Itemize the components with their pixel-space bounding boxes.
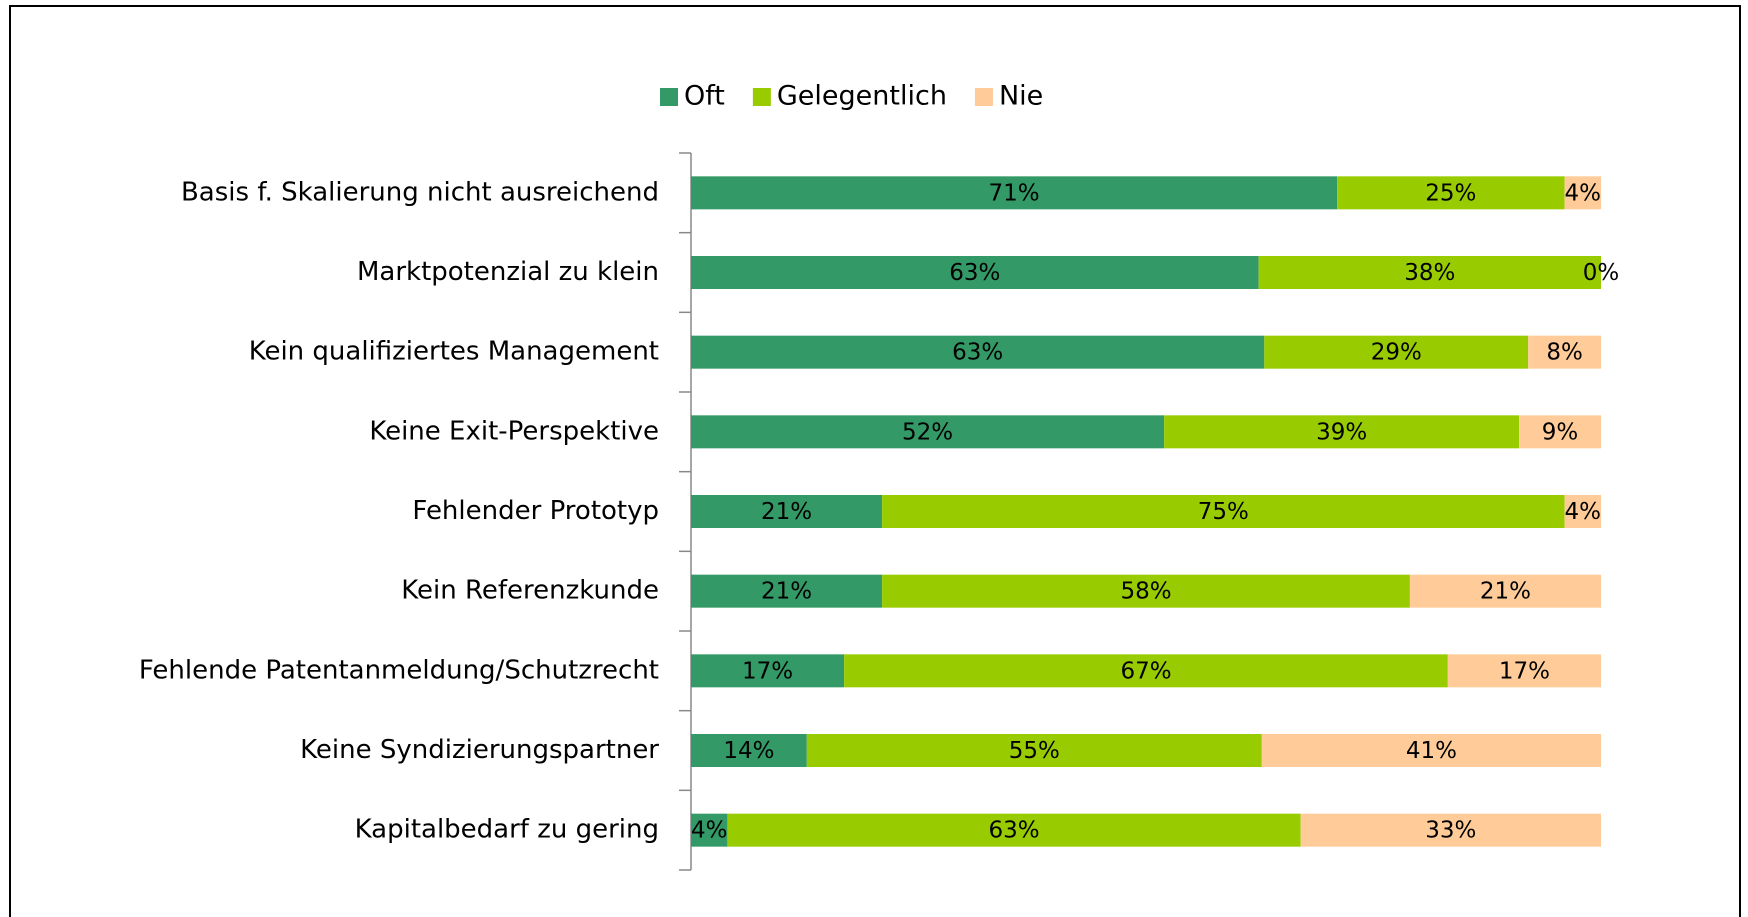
bar-segment <box>1447 654 1601 688</box>
legend-label: Oft <box>684 81 725 112</box>
value-label: 25% <box>1425 180 1476 206</box>
bar-segment <box>691 335 1265 369</box>
bar-segment <box>1337 176 1565 210</box>
bar-segment <box>691 734 807 767</box>
value-label: 9% <box>1542 419 1579 445</box>
bar-segment <box>844 654 1448 688</box>
bar-segment <box>1519 415 1601 449</box>
value-label: 58% <box>1120 579 1171 605</box>
frame <box>9 5 1741 917</box>
bar-segment <box>1564 176 1601 210</box>
legend-swatch <box>660 88 678 106</box>
value-label: 63% <box>952 340 1003 366</box>
bar-segment <box>691 256 1259 289</box>
value-label: 29% <box>1371 340 1422 366</box>
bar-segment <box>1264 335 1529 369</box>
bar-segment <box>691 495 883 528</box>
category-label: Kein Referenzkunde <box>401 576 659 606</box>
value-label: 4% <box>691 818 728 844</box>
legend-swatch <box>974 88 993 106</box>
bar-segment <box>691 654 845 688</box>
value-label: 63% <box>949 260 1000 286</box>
category-label: Marktpotenzial zu klein <box>357 257 659 287</box>
bar-segment <box>1564 495 1601 528</box>
category-label: Keine Exit-Perspektive <box>369 416 659 446</box>
legend-label: Nie <box>999 81 1043 112</box>
bar-segment <box>691 813 728 847</box>
value-label: 75% <box>1198 499 1249 525</box>
value-label: 21% <box>761 579 812 605</box>
bar-segment <box>1300 813 1601 847</box>
value-label: 67% <box>1120 658 1171 684</box>
category-label: Kapitalbedarf zu gering <box>355 815 659 845</box>
value-label: 39% <box>1316 419 1367 445</box>
value-label: 21% <box>761 499 812 525</box>
value-label: 14% <box>723 738 774 764</box>
value-label: 8% <box>1546 340 1583 366</box>
value-label: 17% <box>742 658 793 684</box>
bar-segment <box>1258 256 1601 289</box>
value-label: 33% <box>1425 818 1476 844</box>
value-label: 17% <box>1499 658 1550 684</box>
bar-segment <box>1261 734 1601 767</box>
category-label: Kein qualifiziertes Management <box>249 337 659 367</box>
bar-segment <box>1409 574 1601 608</box>
value-label: 4% <box>1565 499 1602 525</box>
category-label: Keine Syndizierungspartner <box>300 735 659 765</box>
category-label: Fehlende Patentanmeldung/Schutzrecht <box>139 655 659 685</box>
category-label: Fehlender Prototyp <box>412 496 659 526</box>
value-label: 52% <box>902 419 953 445</box>
bar-segment <box>806 734 1262 767</box>
bar-segment <box>1164 415 1520 449</box>
category-label: Basis f. Skalierung nicht ausreichend <box>181 177 659 207</box>
bar-segment <box>1528 335 1601 369</box>
bar-segment <box>691 574 883 608</box>
value-label: 55% <box>1009 738 1060 764</box>
legend-label: Gelegentlich <box>777 81 947 112</box>
bar-segment <box>691 176 1338 210</box>
value-label: 41% <box>1406 738 1457 764</box>
value-label: 71% <box>988 180 1039 206</box>
legend-swatch <box>752 88 771 106</box>
bar-segment <box>691 415 1165 449</box>
value-label: 38% <box>1404 260 1455 286</box>
bar-segment <box>882 574 1410 608</box>
value-label: 4% <box>1565 180 1602 206</box>
value-label: 63% <box>988 818 1039 844</box>
bar-segment <box>727 813 1301 847</box>
value-label: 21% <box>1480 579 1531 605</box>
bar-segment <box>882 495 1565 528</box>
value-label: 0% <box>1583 260 1620 286</box>
